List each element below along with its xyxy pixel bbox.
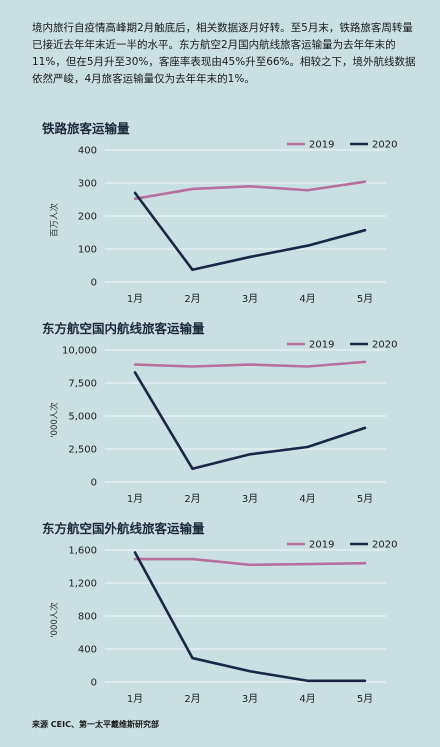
y-axis-label: '000人次 xyxy=(49,602,60,638)
y-tick-label: 2,500 xyxy=(68,445,97,456)
y-tick-label: 1,200 xyxy=(68,579,97,590)
y-tick-label: 10,000 xyxy=(62,346,97,357)
legend-label-2020: 2020 xyxy=(372,340,397,351)
intro-paragraph: 境内旅行自疫情高峰期2月触底后，相关数据逐月好转。至5月末，铁路旅客周转量已接近… xyxy=(32,22,416,85)
x-tick-label: 4月 xyxy=(299,693,315,705)
y-tick-label: 7,500 xyxy=(68,379,97,390)
x-tick-label: 5月 xyxy=(357,493,373,505)
legend-label-2020: 2020 xyxy=(372,540,397,551)
chart-svg: 0 2,500 5,000 7,500 10,000 1月 2月 3月 4月 5月 '000人次 20… xyxy=(49,340,397,506)
y-tick-label: 1,600 xyxy=(68,546,97,557)
series-line-2020 xyxy=(133,551,367,683)
x-tick-label: 2月 xyxy=(184,693,200,705)
y-axis-label: 百万人次 xyxy=(49,203,60,238)
y-tick-label: 800 xyxy=(78,612,97,623)
x-tick-label: 5月 xyxy=(357,293,373,305)
y-tick-label: 0 xyxy=(91,478,97,489)
series-line-2020 xyxy=(133,191,367,272)
chart-title: 东方航空国外航线旅客运输量 xyxy=(42,521,205,536)
x-tick-label: 2月 xyxy=(184,493,200,505)
y-axis-label: '000人次 xyxy=(49,402,60,438)
x-tick-label: 4月 xyxy=(299,293,315,305)
y-tick-label: 5,000 xyxy=(68,412,97,423)
y-tick-label: 400 xyxy=(78,146,97,157)
y-tick-label: 100 xyxy=(78,245,97,256)
series-line-2019 xyxy=(133,360,367,368)
chart-domestic-airline-passengers: 东方航空国内航线旅客运输量 0 2,500 5,000 7,500 10,000 1月 2月… xyxy=(0,318,440,508)
x-tick-label: 1月 xyxy=(127,493,143,505)
x-tick-label: 3月 xyxy=(242,493,258,505)
x-tick-label: 1月 xyxy=(127,293,143,305)
y-tick-label: 200 xyxy=(78,212,97,223)
chart-title: 东方航空国内航线旅客运输量 xyxy=(42,321,205,336)
y-tick-label: 0 xyxy=(91,278,97,289)
series-line-2020 xyxy=(133,371,367,471)
chart-international-airline-passengers: 东方航空国外航线旅客运输量 0 400 800 1,200 1,600 1月 2月 3月 4月 5… xyxy=(0,518,440,708)
y-tick-label: 300 xyxy=(78,179,97,190)
chart-svg: 0 100 200 300 400 1月 2月 3月 4月 5月 百万人次 2019 2020 xyxy=(49,140,397,306)
legend-label-2019: 2019 xyxy=(309,340,334,351)
x-tick-label: 4月 xyxy=(299,493,315,505)
source-note: 来源 CEIC、第一太平戴维斯研究部 xyxy=(32,720,159,729)
x-tick-label: 5月 xyxy=(357,693,373,705)
y-tick-label: 400 xyxy=(78,645,97,656)
x-tick-label: 1月 xyxy=(127,693,143,705)
series-line-2019 xyxy=(133,557,367,567)
legend-label-2019: 2019 xyxy=(309,540,334,551)
legend-label-2020: 2020 xyxy=(372,140,397,151)
legend-label-2019: 2019 xyxy=(309,140,334,151)
y-tick-label: 0 xyxy=(91,678,97,689)
x-tick-label: 3月 xyxy=(242,293,258,305)
chart-svg: 0 400 800 1,200 1,600 1月 2月 3月 4月 5月 '000人次 2019 202… xyxy=(49,540,397,706)
series-line-2019 xyxy=(133,180,367,201)
x-tick-label: 3月 xyxy=(242,693,258,705)
chart-railway-passengers: 铁路旅客运输量 0 100 200 300 400 1月 2月 3月 4月 5月 百万人次 2019 2… xyxy=(0,118,440,308)
x-tick-label: 2月 xyxy=(184,293,200,305)
chart-title: 铁路旅客运输量 xyxy=(42,121,130,136)
